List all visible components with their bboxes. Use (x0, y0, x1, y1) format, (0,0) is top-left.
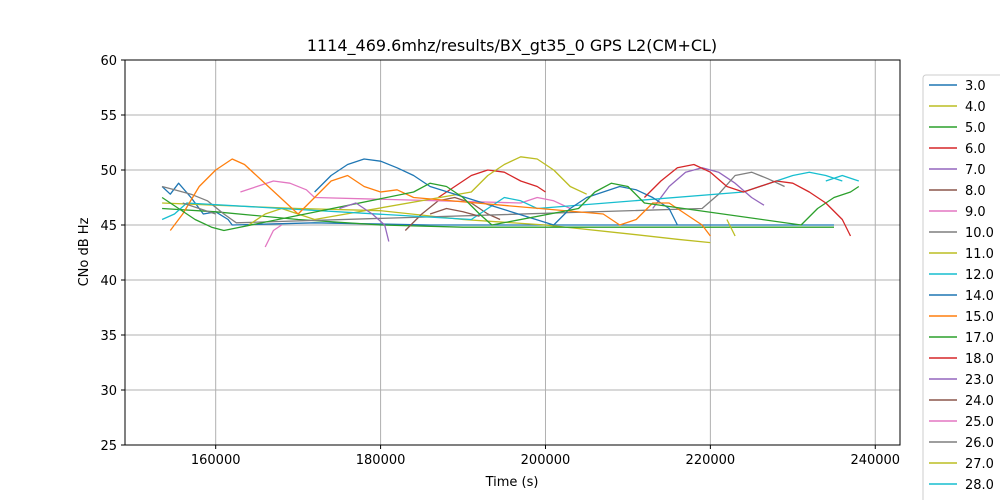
series-line (726, 219, 736, 237)
legend-label: 5.0 (965, 121, 986, 136)
legend-label: 7.0 (965, 163, 986, 178)
legend-label: 24.0 (965, 394, 994, 409)
legend-label: 6.0 (965, 142, 986, 157)
legend-label: 4.0 (965, 100, 986, 115)
plot-lines (161, 156, 860, 248)
plot-frame (124, 59, 901, 446)
series-line (643, 163, 852, 237)
y-tick-label: 45 (100, 219, 117, 234)
x-tick-label: 160000 (191, 453, 241, 468)
legend-box (922, 74, 1000, 500)
legend-label: 17.0 (965, 331, 994, 346)
legend-label: 11.0 (965, 247, 994, 262)
legend-label: 9.0 (965, 205, 986, 220)
legend-label: 26.0 (965, 436, 994, 451)
series-line (314, 158, 678, 226)
legend-label: 3.0 (965, 79, 986, 94)
y-axis: 25 30 35 40 45 50 55 60 (100, 54, 125, 454)
series-line (429, 207, 480, 217)
legend-label: 8.0 (965, 184, 986, 199)
series-line (264, 224, 282, 248)
x-axis: 160000 180000 200000 220000 240000 (191, 445, 900, 468)
x-tick-label: 240000 (850, 453, 900, 468)
legend-label: 27.0 (965, 457, 994, 472)
legend-label: 28.0 (965, 478, 994, 493)
y-tick-label: 35 (100, 329, 117, 344)
x-tick-label: 200000 (521, 453, 571, 468)
series-line (161, 171, 785, 224)
legend-label: 14.0 (965, 289, 994, 304)
legend-label: 10.0 (965, 226, 994, 241)
legend-label: 12.0 (965, 268, 994, 283)
series-line (404, 196, 501, 231)
series-line (161, 182, 860, 232)
series-line (240, 180, 571, 210)
x-axis-label: Time (s) (485, 475, 539, 490)
x-tick-label: 180000 (356, 453, 406, 468)
y-tick-label: 50 (100, 164, 117, 179)
y-tick-label: 25 (100, 439, 117, 454)
legend-label: 18.0 (965, 352, 994, 367)
x-tick-label: 220000 (686, 453, 736, 468)
legend-label: 15.0 (965, 310, 994, 325)
y-axis-label: CNo dB Hz (77, 217, 92, 286)
series-line (825, 174, 860, 182)
series-line (161, 171, 843, 221)
y-tick-label: 30 (100, 384, 117, 399)
y-tick-label: 40 (100, 274, 117, 289)
legend: 3.0 4.0 5.0 6.0 7.0 8.0 9.0 10.0 11.0 12.0 14.0 15.… (922, 74, 1000, 500)
series-line (169, 158, 711, 237)
grid (125, 59, 900, 446)
legend-label: 25.0 (965, 415, 994, 430)
y-tick-label: 55 (100, 109, 117, 124)
series-line (437, 169, 546, 199)
series-line (339, 202, 390, 242)
series-line (162, 207, 834, 228)
y-tick-label: 60 (100, 54, 117, 69)
legend-label: 23.0 (965, 373, 994, 388)
series-line (161, 182, 834, 226)
chart-title: 1114_469.6mhz/results/BX_gt35_0 GPS L2(C… (307, 36, 717, 56)
series-line (182, 202, 216, 215)
series-line (652, 167, 765, 209)
